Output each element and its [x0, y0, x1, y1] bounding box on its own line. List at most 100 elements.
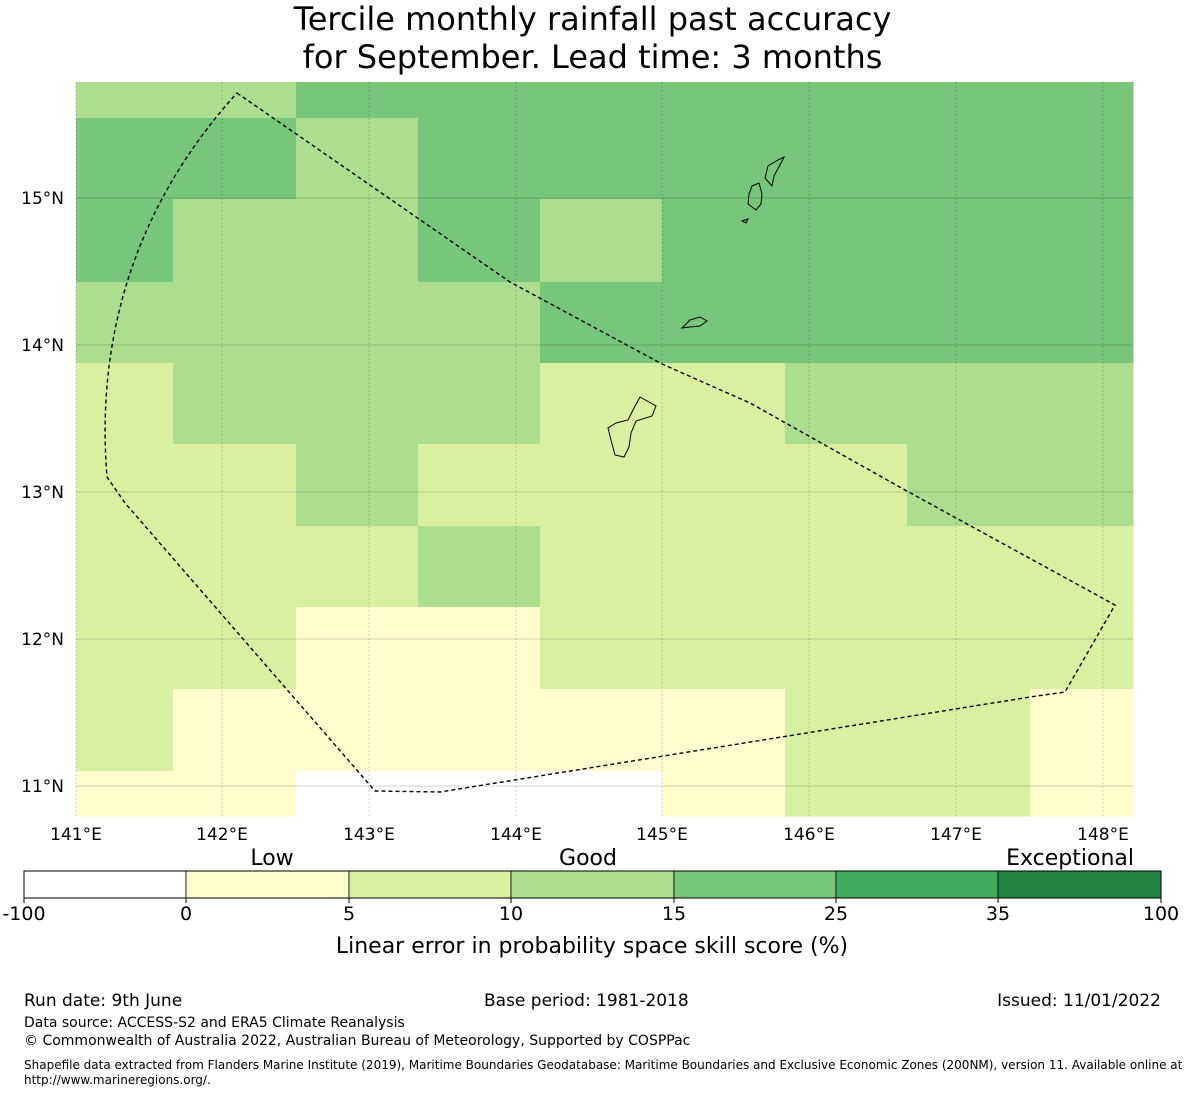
legend-category-low: Low	[250, 846, 293, 871]
grid-cell	[1030, 771, 1134, 817]
grid-cell	[540, 82, 663, 119]
grid-cell	[296, 363, 419, 445]
grid-cell	[418, 82, 541, 119]
grid-cell	[76, 444, 174, 527]
legend-category-good: Good	[559, 846, 617, 871]
grid-cell	[1030, 282, 1134, 364]
grid-cell	[173, 689, 297, 772]
legend-frame	[23, 870, 1162, 899]
latitude-tick-label: 13°N	[21, 483, 64, 503]
latitude-tick-label: 15°N	[21, 189, 64, 209]
grid-cell	[76, 526, 174, 608]
latitude-tick-label: 14°N	[21, 336, 64, 356]
grid-cell	[785, 82, 908, 119]
grid-cell	[1030, 82, 1134, 119]
legend-colorbar: -100 0 5 10 15 25 35 100	[2, 870, 1179, 925]
longitude-tick-label: 147°E	[930, 825, 982, 845]
grid-cell	[662, 118, 786, 200]
grid-cell	[785, 444, 908, 527]
grid-cell	[785, 199, 908, 283]
guam-island	[607, 396, 657, 458]
grid-cell	[1030, 526, 1134, 608]
legend-swatch	[510, 870, 675, 899]
data-source: Data source: ACCESS-S2 and ERA5 Climate …	[24, 1015, 405, 1031]
grid-cell	[785, 118, 908, 200]
latitude-tick-label: 11°N	[21, 777, 64, 797]
grid-cell	[418, 526, 541, 608]
skill-grid	[76, 82, 1134, 817]
copyright: © Commonwealth of Australia 2022, Austra…	[24, 1033, 691, 1049]
grid-cell	[785, 363, 908, 445]
grid-cell	[907, 363, 1031, 445]
grid-cell	[173, 363, 297, 445]
latitude-tick-label: 12°N	[21, 630, 64, 650]
legend-tick-label: 100	[1143, 903, 1179, 925]
grid-cell	[785, 526, 908, 608]
grid-cell	[296, 444, 419, 527]
grid-cell	[662, 689, 786, 772]
grid-cell	[1030, 607, 1134, 690]
grid-cell	[540, 444, 663, 527]
grid-cell	[540, 607, 663, 690]
longitude-tick-label: 144°E	[490, 825, 542, 845]
grid-cell	[173, 282, 297, 364]
grid-cell	[540, 771, 663, 817]
grid-cell	[785, 282, 908, 364]
grid-cell	[76, 363, 174, 445]
aguijan-island	[740, 218, 749, 224]
grid-cell	[296, 689, 419, 772]
legend-swatch	[348, 870, 512, 899]
tinian-island	[747, 182, 763, 211]
grid-cell	[1030, 689, 1134, 772]
grid-cell	[785, 771, 908, 817]
grid-cell	[662, 199, 786, 283]
grid-cell	[418, 363, 541, 445]
grid-cell	[173, 118, 297, 200]
legend-swatch	[997, 870, 1162, 899]
grid-cell	[76, 771, 174, 817]
grid-cell	[296, 199, 419, 283]
grid-cell	[296, 771, 419, 817]
legend-tick-label: 10	[499, 903, 523, 925]
grid-cell	[540, 363, 663, 445]
grid-cell	[173, 199, 297, 283]
grid-cell	[907, 199, 1031, 283]
grid-cell	[662, 444, 786, 527]
grid-cell	[418, 607, 541, 690]
grid-cell	[418, 689, 541, 772]
title-line-1: Tercile monthly rainfall past accuracy	[293, 0, 892, 38]
grid-cell	[662, 526, 786, 608]
grid-cell	[418, 444, 541, 527]
run-date: Run date: 9th June	[24, 991, 183, 1011]
grid-cell	[296, 282, 419, 364]
shapefile-credit: Shapefile data extracted from Flanders M…	[24, 1058, 1183, 1087]
legend-tick-label: -100	[2, 903, 45, 925]
legend-tick-label: 25	[824, 903, 848, 925]
grid-cell	[296, 526, 419, 608]
eez-boundary	[104, 92, 1116, 793]
grid-cell	[662, 363, 786, 445]
legend-category-exceptional: Exceptional	[1006, 846, 1134, 871]
grid-cell	[540, 118, 663, 200]
grid-cell	[296, 82, 419, 119]
base-period: Base period: 1981-2018	[484, 991, 689, 1011]
grid-cell	[173, 607, 297, 690]
grid-cell	[785, 689, 908, 772]
title-line-2: for September. Lead time: 3 months	[302, 38, 883, 76]
longitude-tick-label: 145°E	[636, 825, 688, 845]
skill-map-figure: 141°E 142°E 143°E 144°E 145°E 146°E 147°E 148°E…	[2, 82, 1179, 959]
grid-cell	[907, 82, 1031, 119]
legend-swatch	[185, 870, 350, 899]
map-title: Tercile monthly rainfall past accuracy f…	[0, 0, 1185, 76]
grid-cell	[540, 199, 663, 283]
longitude-tick-label: 146°E	[783, 825, 835, 845]
longitude-ticks: 141°E 142°E 143°E 144°E 145°E 146°E 147°E 148°E	[50, 825, 1129, 845]
grid-cell	[907, 689, 1031, 772]
grid-cell	[540, 526, 663, 608]
longitude-tick-label: 141°E	[50, 825, 102, 845]
grid-cell	[785, 607, 908, 690]
grid-cell	[907, 607, 1031, 690]
rota-island	[680, 316, 708, 329]
grid-cell	[173, 444, 297, 527]
grid-cell	[907, 118, 1031, 200]
